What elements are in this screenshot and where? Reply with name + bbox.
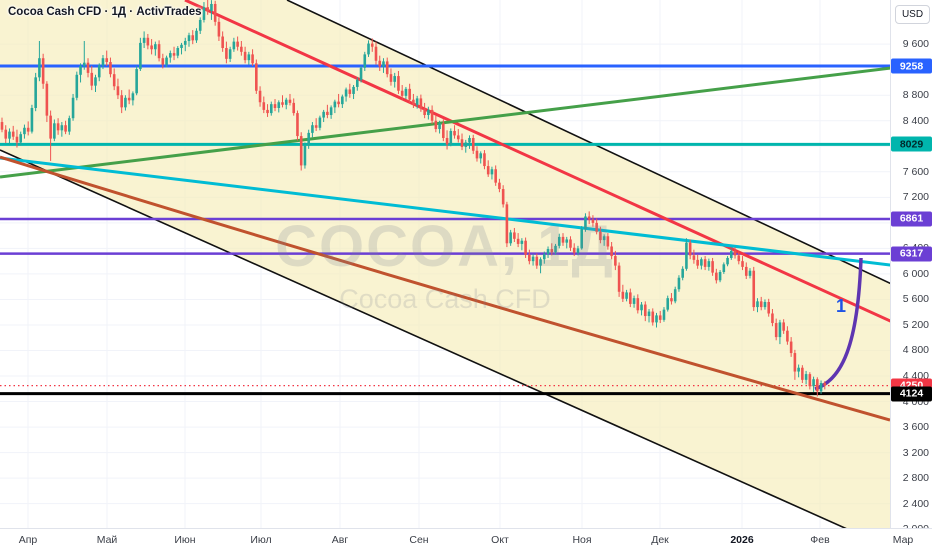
- month-label-Май: Май: [96, 534, 118, 546]
- price-badge-4124: 4124: [891, 386, 932, 402]
- month-label-2026: 2026: [730, 534, 754, 546]
- month-label-Окт: Окт: [491, 534, 509, 546]
- month-label-Июл: Июл: [250, 534, 272, 546]
- month-label-Фев: Фев: [810, 534, 830, 546]
- price-tick: 5 600: [902, 293, 929, 306]
- price-badge-6861: 6861: [891, 211, 932, 227]
- month-label-Дек: Дек: [651, 534, 669, 546]
- price-tick: 8 400: [902, 114, 929, 127]
- price-tick: 7 600: [902, 165, 929, 178]
- candlestick-chart[interactable]: [0, 0, 890, 528]
- cyan-trendline[interactable]: [0, 156, 890, 270]
- month-label-Сен: Сен: [409, 534, 429, 546]
- price-tick: 2 400: [902, 497, 929, 510]
- sienna-curve[interactable]: [0, 155, 890, 422]
- price-tick: 9 600: [902, 38, 929, 51]
- price-tick: 3 600: [902, 421, 929, 434]
- price-tick: 4 800: [902, 344, 929, 357]
- price-tick: 7 200: [902, 191, 929, 204]
- price-tick: 8 800: [902, 89, 929, 102]
- month-label-Ноя: Ноя: [572, 534, 592, 546]
- month-label-Авг: Авг: [331, 534, 349, 546]
- candles-layer[interactable]: [0, 0, 827, 397]
- wave-count-label[interactable]: 1: [836, 296, 847, 316]
- red-trendline[interactable]: [184, 0, 890, 340]
- month-label-Мар: Мар: [892, 534, 914, 546]
- price-tick: 5 200: [902, 318, 929, 331]
- channel-fill: [0, 0, 890, 528]
- price-tick: 6 000: [902, 267, 929, 280]
- month-label-Апр: Апр: [18, 534, 38, 546]
- price-badge-6317: 6317: [891, 246, 932, 262]
- price-badge-8029: 8029: [891, 136, 932, 152]
- time-axis[interactable]: Апр Май Июн Июл Авг Сен Окт Ноя Дек 2026 Фев Мар: [0, 528, 932, 550]
- price-badge-9258: 9258: [891, 58, 932, 74]
- month-label-Июн: Июн: [174, 534, 196, 546]
- price-tick: 3 200: [902, 446, 929, 459]
- currency-unit-button[interactable]: USD: [895, 5, 930, 24]
- symbol-title[interactable]: Cocoa Cash CFD · 1Д · ActivTrades: [8, 6, 202, 18]
- price-tick: 2 800: [902, 472, 929, 485]
- green-trendline[interactable]: [0, 63, 890, 179]
